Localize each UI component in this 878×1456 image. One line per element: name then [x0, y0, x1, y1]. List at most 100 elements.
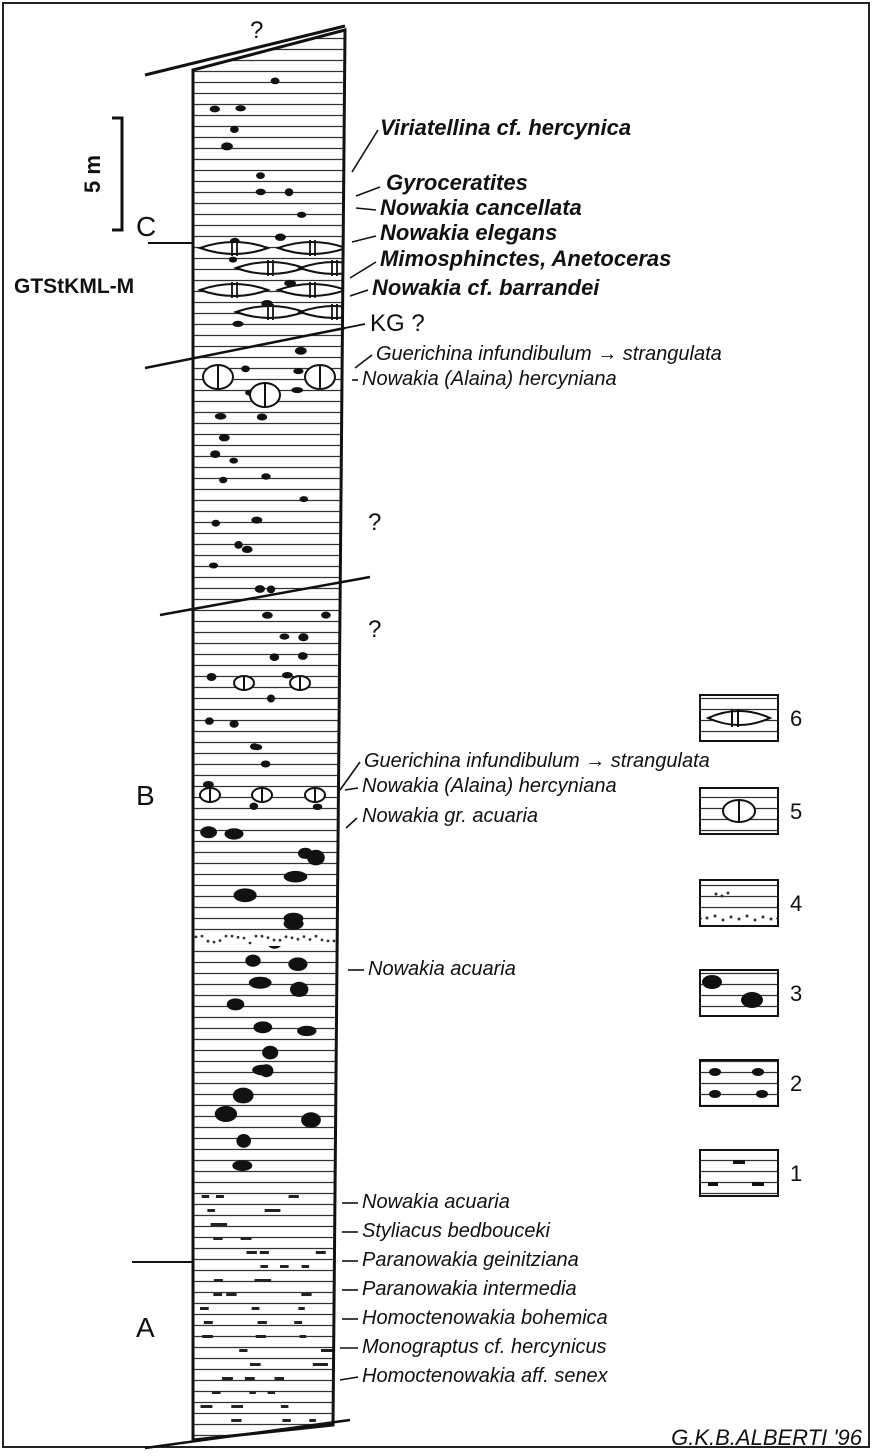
legend-item: 3	[699, 969, 802, 1017]
column-nodule	[278, 938, 282, 942]
column-nodule	[308, 938, 312, 941]
column-nodule	[320, 938, 324, 942]
fossil-label: Nowakia gr. acuaria	[362, 805, 538, 827]
legend-item: 2	[699, 1059, 802, 1107]
column-nodule	[270, 77, 280, 85]
fossil-label: Guerichina infundibulum → strangulata	[376, 343, 722, 365]
column-nodule	[193, 932, 343, 946]
fossil-label: Nowakia cancellata	[380, 195, 582, 220]
column-nodule	[251, 516, 263, 524]
column-nodule	[245, 954, 261, 967]
column-nodule	[254, 1279, 262, 1282]
column-nodule	[256, 413, 268, 421]
column-nodule	[241, 545, 253, 554]
legend-number: 6	[790, 706, 802, 731]
column-nodule	[314, 934, 318, 938]
column-nodule	[296, 937, 300, 941]
legend-number: 1	[790, 1161, 802, 1186]
column-nodule	[200, 1405, 213, 1408]
fossil-label: Nowakia acuaria	[368, 958, 516, 980]
column-nodule	[267, 694, 275, 703]
column-nodule	[260, 760, 271, 768]
fossil-label: Nowakia elegans	[380, 220, 557, 245]
column-nodule	[317, 1363, 328, 1366]
column-nodule	[291, 387, 304, 394]
column-nodule	[202, 1335, 213, 1338]
column-nodule	[290, 936, 294, 940]
column-nodule	[299, 496, 309, 503]
column-nodule	[218, 434, 230, 442]
column-nodule	[194, 935, 198, 939]
column-nodule	[200, 934, 204, 938]
fossil-label: Homoctenowakia aff. senex	[362, 1365, 609, 1387]
column-nodule	[296, 305, 345, 319]
column-nodule	[272, 938, 276, 942]
leader-lines	[339, 129, 381, 1381]
column-nodule	[196, 241, 272, 255]
column-nodule	[254, 934, 258, 938]
column-nodule	[284, 188, 294, 197]
fossil-label: Nowakia acuaria	[362, 1191, 510, 1213]
column-nodule	[293, 368, 304, 375]
legend-number: 3	[790, 981, 802, 1006]
column-nodule	[296, 211, 307, 218]
column-nodule	[332, 939, 336, 943]
section-code: GTStKML-M	[14, 275, 134, 298]
fossil-label: Paranowakia geinitziana	[362, 1249, 579, 1271]
column-nodule	[297, 847, 313, 859]
column-nodule	[211, 519, 220, 527]
column-nodule	[298, 633, 309, 642]
column-nodule	[248, 941, 252, 945]
column-nodule	[255, 188, 266, 196]
column-nodule	[228, 256, 238, 263]
column-nodule	[231, 1405, 243, 1408]
column-nodule	[232, 1160, 253, 1171]
column-nodule	[274, 1377, 284, 1380]
column-nodule	[309, 1419, 316, 1422]
column-nodule	[254, 585, 265, 593]
column-nodule	[326, 939, 330, 943]
column-nodule	[302, 935, 306, 938]
column-nodule	[202, 781, 214, 788]
column-nodule	[212, 940, 216, 944]
fossil-label: Guerichina infundibulum → strangulata	[364, 750, 710, 772]
column-nodule	[240, 1237, 252, 1240]
column-nodule	[266, 936, 270, 939]
column-nodule	[210, 1223, 218, 1226]
column-nodule	[325, 1349, 337, 1352]
column-nodule	[209, 105, 220, 113]
column-nodule	[284, 935, 288, 939]
column-nodule	[297, 1025, 317, 1037]
column-nodule	[249, 802, 259, 810]
column-nodule	[257, 1321, 267, 1324]
question-mark-middle: ?	[368, 509, 381, 536]
kg-boundary-line	[144, 326, 346, 370]
legend-item: 5	[699, 787, 802, 835]
column-nodule	[294, 347, 307, 355]
top-boundary-line	[144, 24, 346, 77]
fossil-label: Viriatellina cf. hercynica	[380, 115, 631, 140]
column-nodule	[235, 105, 246, 112]
column-nodule	[242, 936, 246, 940]
column-nodule	[210, 450, 221, 459]
column-nodule	[262, 611, 273, 619]
column-nodule	[249, 1363, 261, 1366]
legend-number: 2	[790, 1071, 802, 1096]
column-nodule	[226, 1293, 237, 1296]
column-nodule	[249, 1391, 256, 1394]
kg-label: KG ?	[370, 310, 425, 337]
column-nodule	[200, 826, 218, 839]
column-nodule	[252, 744, 263, 751]
column-nodule	[282, 1419, 291, 1422]
column-nodule	[229, 457, 238, 464]
column-nodule	[280, 1265, 289, 1268]
fossil-label: Mimosphinctes, Anetoceras	[380, 246, 671, 271]
column-nodule	[241, 365, 250, 373]
column-nodule	[248, 976, 272, 989]
column-nodule	[219, 476, 228, 484]
lithologic-column	[193, 30, 345, 1440]
column-nodule	[255, 1335, 266, 1338]
column-nodule	[200, 1307, 209, 1310]
fossil-label: Monograptus cf. hercynicus	[362, 1336, 607, 1358]
